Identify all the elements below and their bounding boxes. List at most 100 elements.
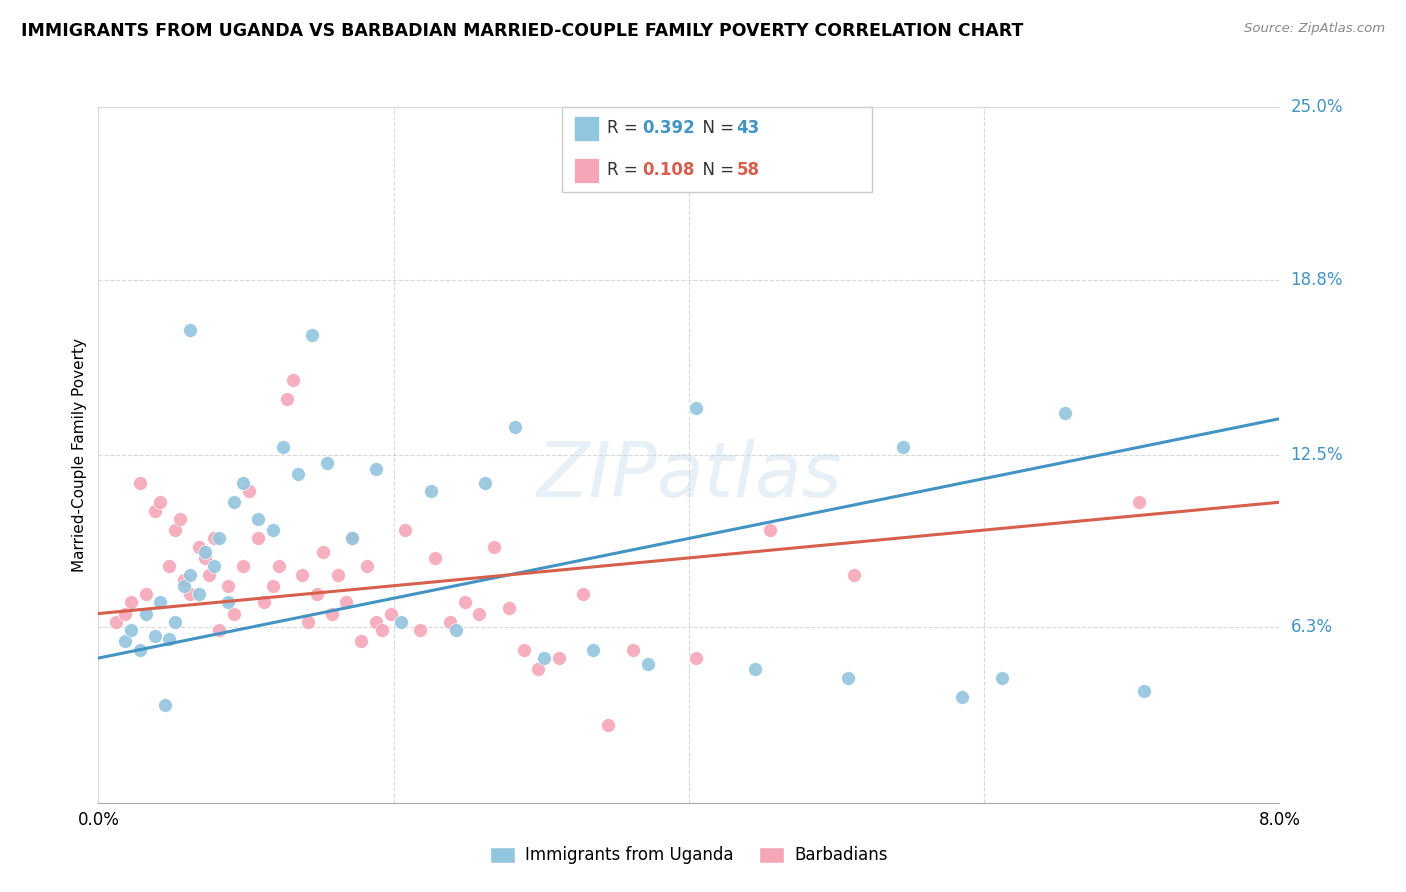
Point	[342, 532, 364, 546]
Point	[246, 532, 269, 546]
Point	[364, 615, 387, 629]
Point	[217, 579, 239, 593]
Legend: Immigrants from Uganda, Barbadians: Immigrants from Uganda, Barbadians	[484, 839, 894, 871]
Point	[179, 323, 201, 337]
Point	[474, 475, 496, 490]
Text: 0.108: 0.108	[643, 161, 695, 179]
Text: R =: R =	[607, 120, 644, 137]
Point	[262, 579, 284, 593]
Point	[482, 540, 505, 554]
Point	[637, 657, 659, 671]
Point	[165, 615, 187, 629]
Point	[837, 671, 859, 685]
Point	[312, 545, 335, 559]
Text: R =: R =	[607, 161, 644, 179]
Point	[548, 651, 571, 665]
Point	[165, 523, 187, 537]
Point	[394, 523, 416, 537]
Point	[316, 456, 339, 470]
Point	[891, 440, 914, 454]
Point	[423, 550, 446, 565]
Point	[173, 579, 195, 593]
Point	[143, 629, 166, 643]
Point	[276, 392, 298, 407]
Point	[232, 559, 254, 574]
Point	[169, 512, 191, 526]
Point	[453, 595, 475, 609]
Point	[301, 328, 323, 343]
Point	[224, 495, 246, 509]
Point	[224, 607, 246, 621]
Point	[262, 523, 284, 537]
Point	[271, 440, 294, 454]
Point	[267, 559, 290, 574]
Point	[135, 587, 157, 601]
Point	[571, 587, 593, 601]
Point	[283, 373, 305, 387]
Point	[380, 607, 402, 621]
Point	[217, 595, 239, 609]
Point	[149, 495, 172, 509]
Text: 43: 43	[737, 120, 761, 137]
Point	[342, 532, 364, 546]
Point	[1128, 495, 1150, 509]
Point	[844, 567, 866, 582]
Point	[202, 559, 225, 574]
Text: N =: N =	[692, 120, 740, 137]
Point	[444, 624, 467, 638]
Point	[238, 484, 260, 499]
Point	[744, 662, 766, 676]
Point	[326, 567, 349, 582]
Point	[512, 642, 534, 657]
Point	[202, 532, 225, 546]
Point	[114, 607, 136, 621]
Text: IMMIGRANTS FROM UGANDA VS BARBADIAN MARRIED-COUPLE FAMILY POVERTY CORRELATION CH: IMMIGRANTS FROM UGANDA VS BARBADIAN MARR…	[21, 22, 1024, 40]
Point	[356, 559, 378, 574]
Text: 58: 58	[737, 161, 759, 179]
Point	[149, 595, 172, 609]
Point	[135, 607, 157, 621]
Text: 25.0%: 25.0%	[1291, 98, 1343, 116]
Point	[232, 475, 254, 490]
Point	[208, 624, 231, 638]
Point	[527, 662, 550, 676]
Point	[582, 642, 605, 657]
Point	[246, 512, 269, 526]
Point	[621, 642, 644, 657]
Text: ZIPatlas: ZIPatlas	[536, 439, 842, 513]
Text: 0.392: 0.392	[643, 120, 696, 137]
Point	[157, 559, 180, 574]
Point	[503, 420, 526, 434]
Point	[194, 550, 217, 565]
Point	[120, 624, 142, 638]
Point	[409, 624, 432, 638]
Point	[114, 634, 136, 648]
Point	[1132, 684, 1154, 698]
Point	[287, 467, 309, 482]
Point	[468, 607, 491, 621]
Point	[120, 595, 142, 609]
Point	[198, 567, 221, 582]
Point	[305, 587, 328, 601]
Point	[194, 545, 217, 559]
Point	[321, 607, 343, 621]
Point	[1054, 406, 1077, 420]
Point	[291, 567, 314, 582]
Point	[596, 718, 619, 732]
Text: 6.3%: 6.3%	[1291, 618, 1333, 637]
Point	[950, 690, 973, 704]
Point	[157, 632, 180, 646]
Point	[173, 573, 195, 587]
Point	[187, 587, 209, 601]
Text: 12.5%: 12.5%	[1291, 446, 1343, 464]
Point	[297, 615, 319, 629]
Point	[143, 503, 166, 517]
Point	[335, 595, 357, 609]
Point	[179, 587, 201, 601]
Text: 18.8%: 18.8%	[1291, 270, 1343, 289]
Point	[759, 523, 782, 537]
Point	[187, 540, 209, 554]
Point	[439, 615, 461, 629]
Point	[128, 642, 150, 657]
Point	[179, 567, 201, 582]
